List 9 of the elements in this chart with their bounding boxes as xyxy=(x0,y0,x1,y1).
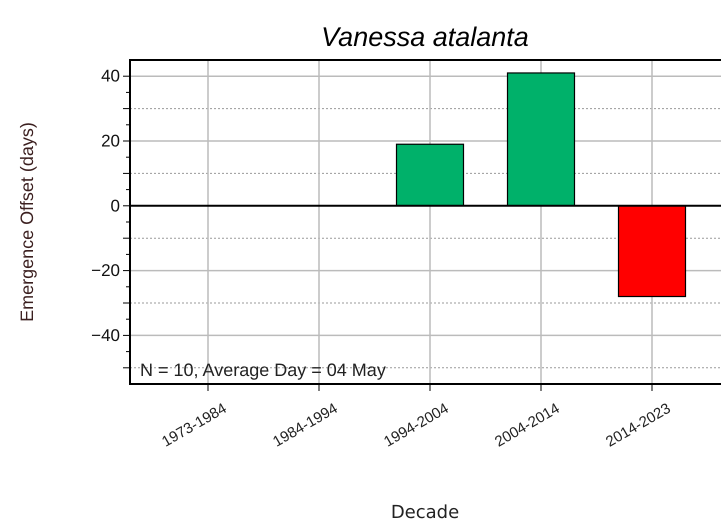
y-tick-label: −40 xyxy=(91,326,120,345)
y-tick-label: 40 xyxy=(101,66,120,86)
chart-title: Vanessa atalanta xyxy=(321,22,529,52)
y-tick-label: 0 xyxy=(110,196,120,216)
x-axis-title: Decade xyxy=(390,502,460,523)
y-tick-label: 20 xyxy=(101,131,120,150)
y-tick-label: −20 xyxy=(91,261,120,280)
annotation: N = 10, Average Day = 04 May xyxy=(140,360,386,380)
y-axis-title: Emergence Offset (days) xyxy=(17,122,37,322)
